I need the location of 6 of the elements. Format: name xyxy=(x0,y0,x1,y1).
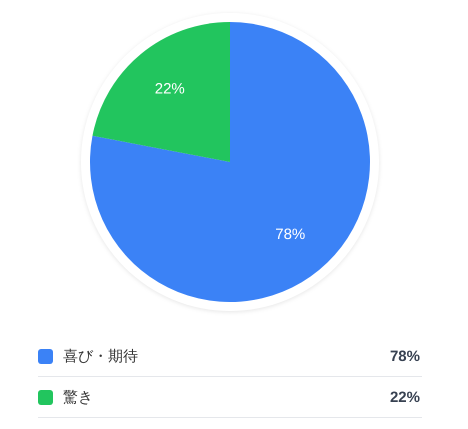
data-label: 22% xyxy=(154,80,185,98)
data-label: 78% xyxy=(275,226,306,243)
legend-label: 驚き xyxy=(63,388,94,406)
text: 22% xyxy=(390,388,420,406)
text: 78% xyxy=(390,348,420,364)
legend-label: 喜び・期待 xyxy=(63,346,139,366)
